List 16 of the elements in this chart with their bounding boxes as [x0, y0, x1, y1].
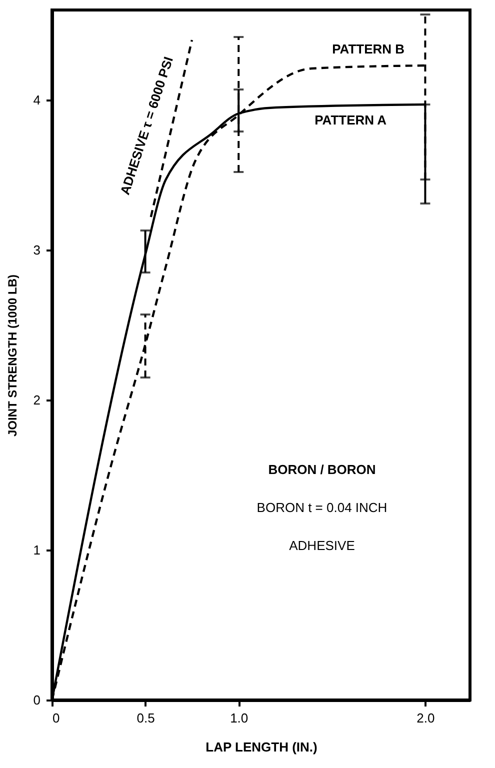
y-tick-label: 3: [33, 242, 40, 258]
y-tick-label: 4: [33, 92, 40, 108]
y-tick-label: 2: [33, 392, 40, 408]
y-tick-label: 0: [33, 692, 40, 708]
x-tick-label: 1.0: [230, 710, 248, 726]
x-tick-label: 0: [52, 710, 60, 726]
x-tick-label: 0.5: [136, 710, 155, 726]
y-axis-title: JOINT STRENGTH (1000 LB): [5, 274, 20, 437]
annotation: BORON t = 0.04 INCH: [256, 500, 388, 515]
y-tick-label: 1: [33, 542, 40, 558]
series-label: PATTERN A: [314, 112, 388, 128]
annotation: BORON / BORON: [268, 462, 376, 477]
x-axis-title: LAP LENGTH (IN.): [206, 740, 318, 754]
series-label: PATTERN B: [332, 42, 405, 56]
x-tick-label: 2.0: [416, 710, 435, 726]
annotation: ADHESIVE: [289, 538, 356, 553]
